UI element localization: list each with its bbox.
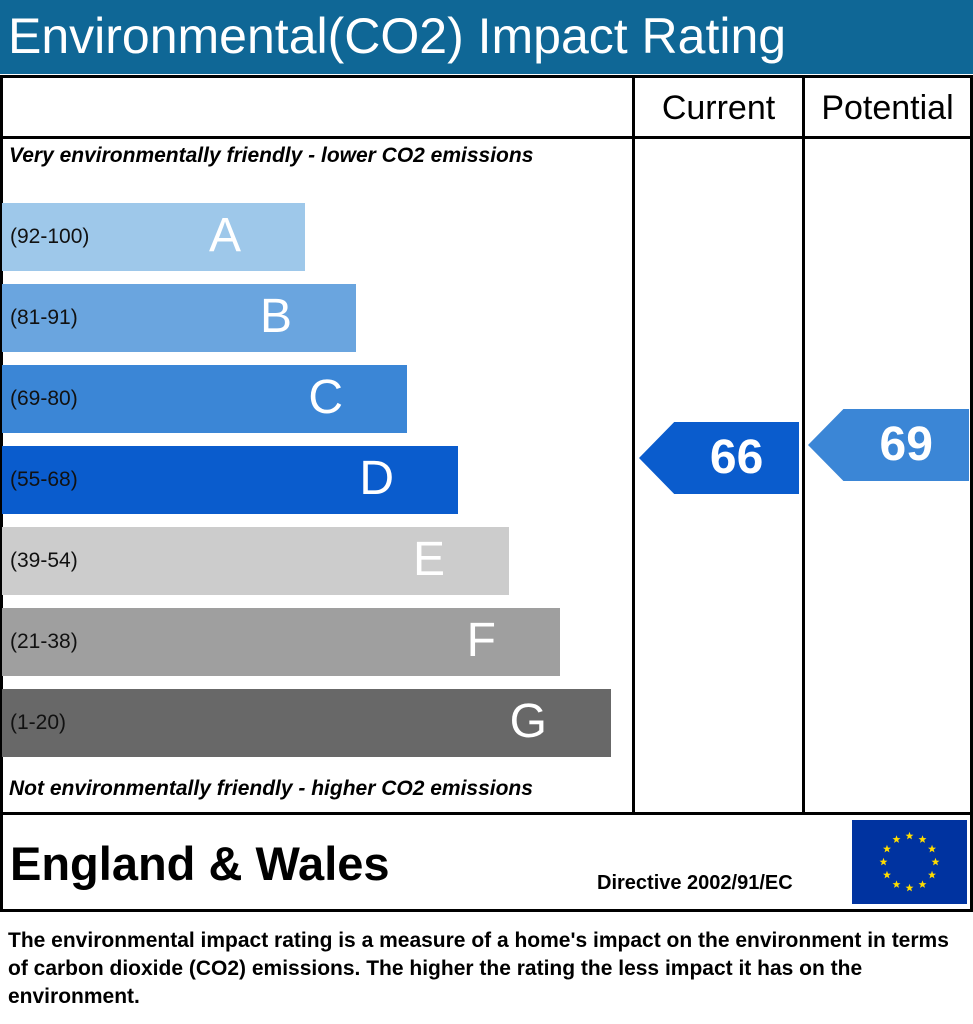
- rating-bar-f: (21-38) F: [2, 608, 560, 676]
- region-label: England & Wales: [10, 837, 390, 890]
- eu-star-icon: [918, 880, 927, 888]
- rating-letter-g: G: [509, 695, 547, 748]
- eu-star-icon: [882, 870, 891, 879]
- rating-range-e: (39-54): [10, 549, 78, 572]
- rating-letter-c: C: [308, 371, 343, 424]
- directive-label: Directive 2002/91/EC: [597, 872, 793, 894]
- rating-bar-d: (55-68) D: [2, 446, 458, 514]
- current-rating-arrow: 66: [639, 422, 799, 494]
- title-bar: Environmental(CO2) Impact Rating: [0, 0, 973, 74]
- rating-letter-b: B: [259, 290, 292, 343]
- rating-letter-e: E: [412, 533, 445, 586]
- potential-rating-value: 69: [879, 418, 933, 471]
- current-arrow-shape: [639, 422, 799, 494]
- eu-star-icon: [879, 857, 888, 866]
- rating-range-c: (69-80): [10, 387, 78, 410]
- header-divider-line: [0, 136, 973, 139]
- current-column-header: Current: [661, 89, 776, 127]
- rating-bar-a: (92-100) A: [2, 203, 305, 271]
- frame-bottom-line: [0, 909, 973, 912]
- potential-column-header: Potential: [821, 89, 954, 127]
- rating-range-f: (21-38): [10, 630, 78, 653]
- rating-letter-a: A: [208, 209, 241, 262]
- chart-title: Environmental(CO2) Impact Rating: [8, 8, 787, 64]
- current-column-line: [632, 75, 635, 815]
- eu-star-icon: [928, 844, 937, 853]
- eu-stars-icon: [879, 831, 940, 892]
- eu-star-icon: [882, 844, 891, 853]
- eu-star-icon: [931, 857, 940, 866]
- potential-rating-arrow: 69: [808, 409, 969, 481]
- region-divider-line: [0, 812, 973, 815]
- rating-range-b: (81-91): [10, 306, 78, 329]
- eu-star-icon: [905, 883, 914, 892]
- top-label: Very environmentally friendly - lower CO…: [9, 144, 534, 167]
- eu-star-icon: [892, 880, 901, 888]
- eu-star-icon: [928, 870, 937, 879]
- potential-arrow-shape: [808, 409, 969, 481]
- eu-star-icon: [905, 831, 914, 840]
- eu-star-icon: [918, 835, 927, 843]
- footer-description: The environmental impact rating is a mea…: [8, 929, 949, 1008]
- frame-right-line: [970, 75, 973, 912]
- rating-range-d: (55-68): [10, 468, 78, 491]
- rating-bar-e: (39-54) E: [2, 527, 509, 595]
- potential-column-line: [802, 75, 805, 815]
- rating-bar-g: (1-20) G: [2, 689, 611, 757]
- rating-letter-d: D: [359, 452, 394, 505]
- rating-bar-b: (81-91) B: [2, 284, 356, 352]
- rating-bar-c: (69-80) C: [2, 365, 407, 433]
- rating-range-g: (1-20): [10, 711, 67, 734]
- rating-letter-f: F: [466, 614, 496, 667]
- frame-left-line: [0, 75, 3, 912]
- eu-star-icon: [892, 835, 901, 843]
- frame-top-line: [0, 75, 973, 78]
- bottom-label: Not environmentally friendly - higher CO…: [9, 777, 533, 800]
- eu-flag-icon: [852, 820, 967, 904]
- current-rating-value: 66: [709, 431, 764, 484]
- rating-range-a: (92-100): [10, 225, 90, 248]
